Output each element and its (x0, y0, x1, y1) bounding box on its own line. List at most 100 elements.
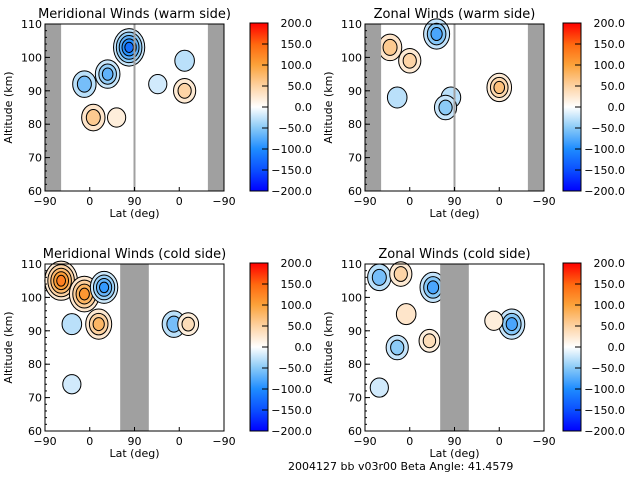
contour-level (181, 316, 195, 332)
contour-blob (174, 49, 195, 72)
contour-level (174, 49, 195, 72)
y-tick-label: 110 (341, 258, 362, 271)
x-tick-label: 0 (496, 435, 503, 448)
y-tick-label: 100 (21, 291, 42, 304)
colorbar-tick-label: 0.0 (295, 101, 313, 114)
colorbar-tick-label: −50.0 (278, 362, 312, 375)
y-tick-label: 60 (348, 425, 362, 438)
x-tick-label: −90 (532, 435, 555, 448)
contour-level (438, 99, 453, 116)
contour-level (390, 339, 405, 356)
colorbar-tick-label: −100.0 (584, 383, 625, 396)
y-tick-label: 90 (348, 325, 362, 338)
x-tick-label: 0 (86, 195, 93, 208)
colorbar-tick-label: −150.0 (584, 404, 625, 417)
y-tick-label: 90 (28, 85, 42, 98)
contour-blob (395, 303, 417, 326)
y-tick-label: 110 (21, 258, 42, 271)
y-tick-label: 80 (348, 358, 362, 371)
x-tick-label: 90 (128, 435, 142, 448)
contour-blob (377, 33, 403, 62)
contour-level (124, 41, 134, 53)
panel-title: Zonal Winds (warm side) (374, 7, 536, 22)
contour-features (44, 260, 200, 395)
x-tick-label: 0 (176, 435, 183, 448)
panel-title: Meridional Winds (warm side) (38, 7, 231, 22)
x-axis-label: Lat (deg) (430, 447, 480, 460)
x-tick-label: 90 (448, 195, 462, 208)
contour-level (76, 75, 92, 93)
contour-level (92, 317, 105, 332)
contour-level (56, 274, 67, 287)
contour-level (386, 86, 408, 109)
contour-level (395, 303, 417, 326)
contour-level (426, 280, 440, 295)
contour-blob (44, 260, 78, 301)
colorbar-tick-label: 200.0 (594, 257, 626, 270)
contour-blob (423, 18, 451, 50)
colorbar-tick-label: 100.0 (281, 59, 313, 72)
colorbar-tick-label: −50.0 (591, 122, 625, 135)
colorbar-tick-label: −100.0 (271, 383, 312, 396)
x-tick-label: 0 (496, 195, 503, 208)
colorbar-tick-label: −150.0 (271, 164, 312, 177)
no-data-region (45, 24, 62, 191)
panel-1: 60 70 80 90 100 110 −90 0 90 0 −90 Meridional Winds… (2, 7, 312, 220)
colorbar-tick-label: −150.0 (584, 164, 625, 177)
y-tick-label: 70 (28, 152, 42, 165)
x-tick-label: −90 (33, 195, 56, 208)
x-axis-label: Lat (deg) (110, 447, 160, 460)
x-tick-label: −90 (33, 435, 56, 448)
contour-blob (398, 47, 422, 74)
colorbar-tick-label: 0.0 (608, 341, 626, 354)
x-axis-label: Lat (deg) (430, 207, 480, 220)
contour-blob (418, 328, 441, 353)
contour-blob (85, 308, 113, 340)
colorbar: 200.0 150.0 100.0 50.0 0.0 −50.0 −100.0 −150.0 −… (249, 257, 313, 438)
colorbar-tick-label: −200.0 (584, 185, 625, 198)
x-tick-label: 90 (448, 435, 462, 448)
contour-blob (113, 28, 146, 67)
contour-blob (81, 103, 106, 132)
no-data-region (207, 24, 224, 191)
contour-blob (486, 72, 513, 103)
y-tick-label: 90 (28, 325, 42, 338)
contour-blob (386, 86, 408, 109)
colorbar-tick-label: −200.0 (584, 425, 625, 438)
contour-level (422, 333, 437, 349)
panel-title: Meridional Winds (cold side) (43, 247, 226, 262)
y-tick-label: 70 (348, 152, 362, 165)
contour-level (61, 313, 83, 336)
y-tick-label: 80 (28, 118, 42, 131)
y-axis-label: Altitude (km) (2, 311, 15, 383)
colorbar-tick-label: 150.0 (594, 38, 626, 51)
contour-blob (89, 270, 119, 304)
colorbar-tick-label: 150.0 (281, 38, 313, 51)
y-axis-label: Altitude (km) (322, 311, 335, 383)
colorbar-tick-label: 150.0 (594, 278, 626, 291)
contour-level (107, 107, 127, 128)
contour-level (505, 317, 518, 332)
colorbar-tick-label: 200.0 (594, 17, 626, 30)
contour-blob (107, 107, 127, 128)
colorbar: 200.0 150.0 100.0 50.0 0.0 −50.0 −100.0 −150.0 −… (562, 17, 626, 198)
contour-blob (433, 94, 458, 121)
contour-blob (173, 78, 197, 104)
contour-level (402, 52, 417, 69)
contour-blob (484, 310, 504, 331)
x-tick-label: 0 (86, 435, 93, 448)
contour-blob (367, 263, 392, 292)
contour-blob (498, 308, 526, 340)
y-axis-label: Altitude (km) (322, 71, 335, 143)
y-tick-label: 100 (341, 51, 362, 64)
x-tick-label: 90 (128, 195, 142, 208)
contour-blob (61, 313, 83, 336)
no-data-region (527, 24, 544, 191)
x-tick-label: −90 (212, 195, 235, 208)
colorbar-tick-label: −150.0 (271, 404, 312, 417)
colorbar-tick-label: 100.0 (594, 299, 626, 312)
colorbar-tick-label: −50.0 (591, 362, 625, 375)
contour-blob (177, 312, 200, 337)
colorbar-tick-label: 0.0 (295, 341, 313, 354)
